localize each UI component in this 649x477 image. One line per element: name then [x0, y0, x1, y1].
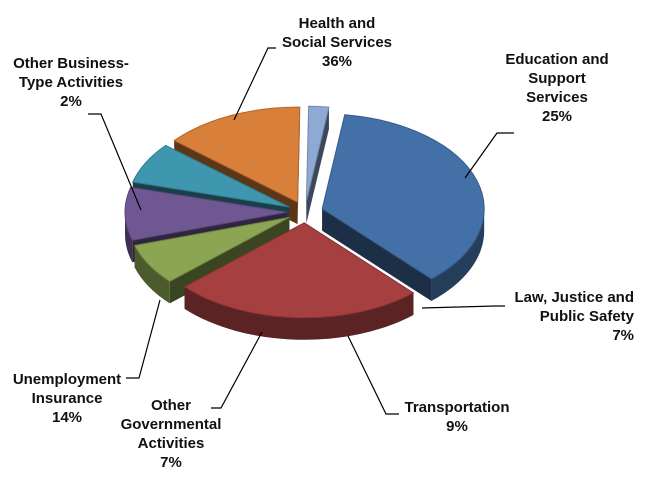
slice-education-and-support-services — [183, 222, 415, 319]
label-other-governmental-activities: Other Governmental Activities 7% — [120, 397, 222, 471]
slice-other-business-type-activities-cut-end — [306, 107, 329, 224]
label-other-business-type-activities: Other Business- Type Activities 2% — [13, 55, 129, 110]
leader-line-transportation — [347, 335, 399, 415]
slice-unemployment-insurance — [173, 106, 301, 203]
label-unemployment-insurance: Unemployment Insurance 14% — [12, 371, 122, 426]
label-transportation: Transportation 9% — [404, 399, 510, 435]
leader-line-other-business-type-activities — [88, 113, 142, 211]
slice-health-and-social-services — [321, 114, 485, 280]
slice-law-justice-and-public-safety — [133, 216, 290, 283]
leader-line-other-governmental-activities — [211, 331, 263, 409]
slice-transportation — [124, 186, 288, 241]
leader-line-law-justice-and-public-safety — [421, 305, 505, 309]
leader-line-health-and-social-services — [233, 47, 276, 121]
slice-other-governmental-activities — [132, 144, 290, 208]
leader-line-unemployment-insurance — [126, 299, 161, 379]
slice-law-justice-and-public-safety-side — [134, 245, 170, 304]
slice-transportation-side — [125, 212, 133, 263]
slice-other-business-type-activities — [305, 105, 330, 202]
slice-education-and-support-services-side — [184, 286, 414, 340]
label-law-justice-public-safety: Law, Justice and Public Safety 7% — [514, 289, 634, 344]
label-health-social-services: Health and Social Services 36% — [281, 15, 393, 70]
label-education-support-services: Education and Support Services 25% — [505, 51, 609, 125]
slice-health-and-social-services-side — [431, 208, 485, 301]
slice-health-and-social-services-cut-end — [322, 208, 432, 301]
leader-line-education-and-support-services — [464, 132, 514, 179]
